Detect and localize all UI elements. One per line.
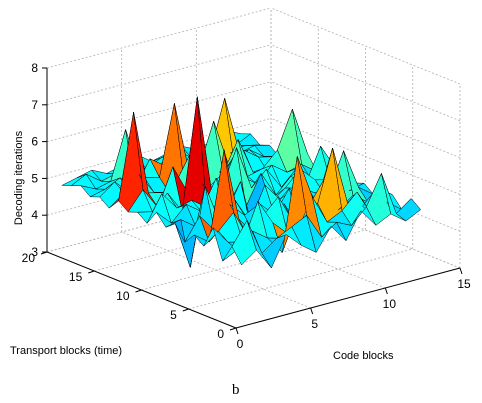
grid-line bbox=[270, 44, 461, 122]
x-axis-label: Code blocks bbox=[333, 350, 394, 362]
grid-line bbox=[46, 7, 272, 69]
grid-line bbox=[270, 81, 461, 158]
y-tick-mark bbox=[182, 308, 189, 312]
y-tick-label: 0 bbox=[217, 327, 224, 341]
grid-line bbox=[270, 7, 461, 85]
x-tick-mark bbox=[235, 327, 239, 335]
grid-line bbox=[46, 81, 272, 142]
x-tick-mark bbox=[384, 287, 388, 295]
y-tick-mark bbox=[40, 251, 48, 255]
z-tick-label: 7 bbox=[31, 98, 38, 112]
figure-caption: b bbox=[232, 382, 240, 398]
grid-line bbox=[46, 118, 272, 179]
surface-mesh bbox=[61, 96, 422, 269]
x-tick-label: 0 bbox=[237, 337, 244, 351]
surface-patch bbox=[395, 198, 422, 222]
z-tick-label: 6 bbox=[31, 135, 38, 149]
grid-line bbox=[188, 248, 413, 310]
grid-line bbox=[46, 44, 272, 106]
grid-line bbox=[141, 229, 366, 291]
z-tick-label: 8 bbox=[31, 61, 38, 75]
y-tick-mark bbox=[229, 327, 237, 331]
y-tick-label: 15 bbox=[69, 270, 83, 284]
x-tick-mark bbox=[310, 307, 314, 315]
y-tick-label: 10 bbox=[116, 289, 130, 303]
y-axis-label: Transport blocks (time) bbox=[10, 345, 122, 357]
x-tick-label: 5 bbox=[311, 317, 318, 331]
y-tick-mark bbox=[135, 289, 142, 293]
x-tick-label: 10 bbox=[383, 297, 397, 311]
x-axis-line bbox=[235, 267, 461, 329]
y-tick-mark bbox=[88, 270, 95, 274]
y-tick-label: 20 bbox=[22, 251, 36, 265]
z-tick-label: 4 bbox=[31, 208, 38, 222]
z-tick-label: 3 bbox=[31, 245, 38, 259]
z-axis-label: Decoding iterations bbox=[13, 130, 25, 225]
x-tick-label: 15 bbox=[457, 277, 471, 291]
tick-labels: 3 4 5 6 7 8 0 5 10 15 20 0 5 10 15 bbox=[22, 61, 471, 351]
z-tick-label: 5 bbox=[31, 171, 38, 185]
x-tick-mark bbox=[459, 267, 463, 275]
y-tick-label: 5 bbox=[170, 308, 177, 322]
